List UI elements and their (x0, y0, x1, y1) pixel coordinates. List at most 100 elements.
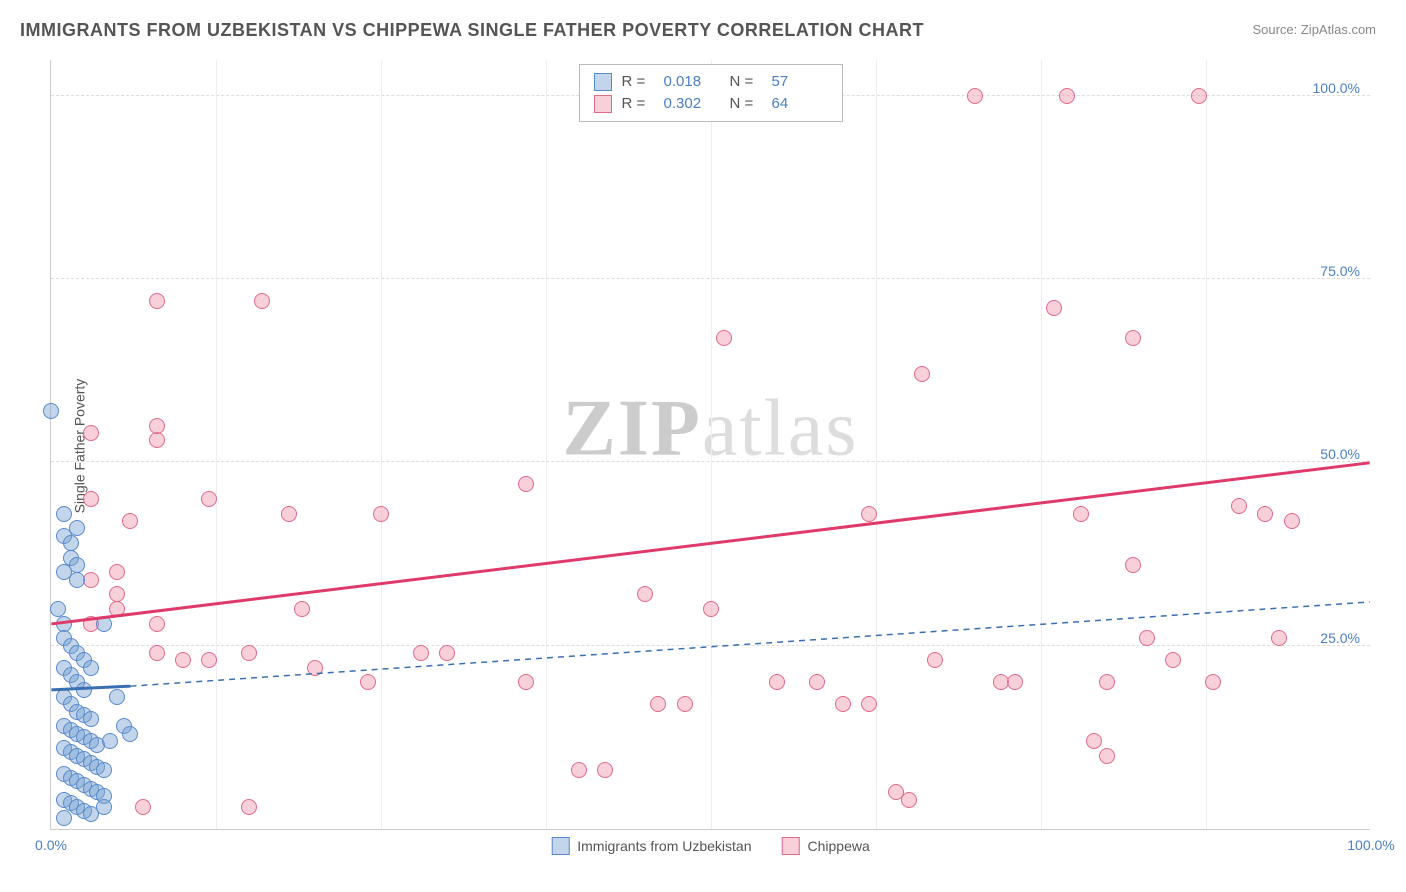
swatch-blue-bottom (551, 837, 569, 855)
data-point-pink (927, 652, 943, 668)
source-label: Source: ZipAtlas.com (1252, 22, 1376, 37)
data-point-pink (1191, 88, 1207, 104)
data-point-pink (571, 762, 587, 778)
data-point-blue (96, 799, 112, 815)
data-point-blue (69, 572, 85, 588)
data-point-pink (1125, 557, 1141, 573)
legend-series: Immigrants from Uzbekistan Chippewa (551, 837, 870, 855)
data-point-blue (56, 616, 72, 632)
data-point-pink (1165, 652, 1181, 668)
data-point-pink (716, 330, 732, 346)
data-point-blue (102, 733, 118, 749)
data-point-pink (360, 674, 376, 690)
data-point-blue (109, 689, 125, 705)
gridline-v (1206, 60, 1207, 829)
swatch-blue (594, 73, 612, 91)
data-point-pink (149, 616, 165, 632)
data-point-pink (967, 88, 983, 104)
data-point-blue (69, 520, 85, 536)
data-point-pink (109, 601, 125, 617)
data-point-pink (1231, 498, 1247, 514)
legend-correlation: R = 0.018 N = 57 R = 0.302 N = 64 (579, 64, 843, 122)
data-point-pink (1073, 506, 1089, 522)
data-point-pink (1284, 513, 1300, 529)
data-point-pink (201, 652, 217, 668)
data-point-blue (83, 660, 99, 676)
data-point-pink (637, 586, 653, 602)
gridline-v (381, 60, 382, 829)
gridline-v (1041, 60, 1042, 829)
data-point-pink (439, 645, 455, 661)
data-point-pink (241, 645, 257, 661)
data-point-blue (43, 403, 59, 419)
ytick-label: 75.0% (1320, 263, 1360, 279)
data-point-pink (901, 792, 917, 808)
data-point-pink (914, 366, 930, 382)
gridline-v (711, 60, 712, 829)
data-point-pink (1139, 630, 1155, 646)
data-point-pink (1099, 748, 1115, 764)
data-point-pink (1099, 674, 1115, 690)
data-point-pink (149, 432, 165, 448)
legend-item-blue: Immigrants from Uzbekistan (551, 837, 751, 855)
data-point-pink (149, 645, 165, 661)
data-point-pink (122, 513, 138, 529)
legend-row-blue: R = 0.018 N = 57 (594, 71, 828, 93)
data-point-blue (56, 506, 72, 522)
xtick-label: 100.0% (1347, 837, 1394, 853)
data-point-blue (76, 682, 92, 698)
data-point-pink (1046, 300, 1062, 316)
swatch-pink (594, 95, 612, 113)
legend-label-blue: Immigrants from Uzbekistan (577, 838, 751, 854)
data-point-pink (769, 674, 785, 690)
data-point-pink (1059, 88, 1075, 104)
legend-row-pink: R = 0.302 N = 64 (594, 93, 828, 115)
data-point-pink (201, 491, 217, 507)
data-point-pink (281, 506, 297, 522)
data-point-pink (413, 645, 429, 661)
data-point-pink (254, 293, 270, 309)
data-point-pink (149, 293, 165, 309)
data-point-pink (861, 696, 877, 712)
data-point-pink (518, 674, 534, 690)
chart-title: IMMIGRANTS FROM UZBEKISTAN VS CHIPPEWA S… (20, 20, 924, 41)
data-point-pink (307, 660, 323, 676)
data-point-pink (861, 506, 877, 522)
data-point-blue (96, 762, 112, 778)
data-point-pink (241, 799, 257, 815)
ytick-label: 50.0% (1320, 446, 1360, 462)
gridline-v (546, 60, 547, 829)
data-point-pink (83, 425, 99, 441)
data-point-pink (135, 799, 151, 815)
data-point-pink (1257, 506, 1273, 522)
data-point-pink (650, 696, 666, 712)
data-point-pink (1086, 733, 1102, 749)
gridline-v (876, 60, 877, 829)
data-point-pink (109, 586, 125, 602)
data-point-pink (175, 652, 191, 668)
data-point-blue (122, 726, 138, 742)
data-point-blue (83, 711, 99, 727)
data-point-pink (809, 674, 825, 690)
data-point-pink (835, 696, 851, 712)
legend-item-pink: Chippewa (782, 837, 870, 855)
data-point-pink (1205, 674, 1221, 690)
data-point-pink (1125, 330, 1141, 346)
data-point-pink (109, 564, 125, 580)
data-point-pink (83, 491, 99, 507)
data-point-blue (96, 616, 112, 632)
xtick-label: 0.0% (35, 837, 67, 853)
data-point-pink (703, 601, 719, 617)
data-point-blue (69, 557, 85, 573)
data-point-pink (1007, 674, 1023, 690)
data-point-pink (597, 762, 613, 778)
plot-area: ZIPatlas R = 0.018 N = 57 R = 0.302 N = … (50, 60, 1370, 830)
ytick-label: 100.0% (1313, 80, 1360, 96)
swatch-pink-bottom (782, 837, 800, 855)
data-point-blue (56, 810, 72, 826)
gridline-v (216, 60, 217, 829)
legend-label-pink: Chippewa (808, 838, 870, 854)
data-point-pink (518, 476, 534, 492)
data-point-pink (149, 418, 165, 434)
data-point-pink (677, 696, 693, 712)
